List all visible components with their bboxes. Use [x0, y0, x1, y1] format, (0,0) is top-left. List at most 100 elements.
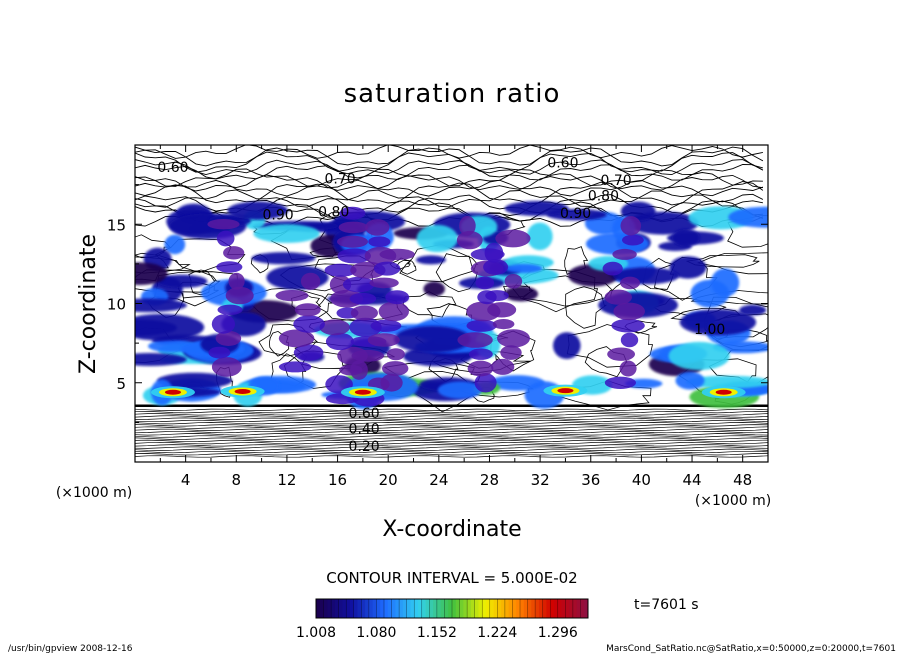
- saturation-blob: [505, 264, 543, 273]
- colorbar-cell: [399, 599, 404, 618]
- contour-line-lower: [135, 413, 768, 416]
- colorbar-cell: [402, 599, 408, 618]
- saturation-blob: [394, 326, 471, 353]
- contour-labels: 0.60 0.600.70 0.700.90 0.800.800.901.000.20…: [157, 155, 725, 455]
- saturation-column-cell: [386, 348, 405, 361]
- contour-label: 1.00: [694, 322, 725, 338]
- x-tick-label: 24: [429, 471, 448, 489]
- colorbar-cell: [414, 599, 419, 618]
- contour-line-mid: [565, 286, 608, 329]
- colorbar-tick-label: 1.296: [538, 625, 578, 641]
- contour-label: 0.20: [349, 439, 380, 455]
- saturation-blob: [728, 206, 768, 228]
- saturation-column-cell: [611, 318, 645, 333]
- colorbar-cell: [365, 599, 370, 618]
- saturation-blob: [423, 281, 446, 297]
- saturation-blob: [553, 332, 581, 359]
- colorbar-cell: [448, 599, 453, 618]
- contour-line-upper: [135, 189, 763, 208]
- contour-line-lower: [135, 428, 768, 431]
- colorbar-cell: [538, 599, 544, 618]
- footer-right: MarsCond_SatRatio.nc@SatRatio,x=0:50000,…: [606, 644, 896, 654]
- x-tick-label: 20: [379, 471, 398, 489]
- saturation-column-cell: [382, 361, 409, 376]
- colorbar-cell: [319, 599, 324, 618]
- saturation-column-cell: [602, 261, 623, 276]
- colorbar-cell: [557, 599, 562, 618]
- colorbar-cell: [546, 599, 551, 618]
- saturation-column-cell: [504, 274, 523, 289]
- saturation-blob: [157, 372, 233, 389]
- colorbar-tick-label: 1.008: [296, 625, 336, 641]
- colorbar-cell: [501, 599, 506, 618]
- saturation-column-cell: [620, 276, 640, 290]
- plot-area: 0.60 0.600.70 0.700.90 0.800.800.901.000.20…: [107, 144, 769, 489]
- contour-line-lower: [135, 448, 768, 451]
- contour-label: 0.80: [318, 205, 349, 221]
- contour-line-mid: [399, 243, 479, 283]
- hotspot-core: [234, 388, 251, 394]
- saturation-blob: [710, 268, 740, 297]
- saturation-column-cell: [368, 236, 391, 247]
- saturation-column-cell: [497, 329, 530, 348]
- saturation-blob: [504, 286, 539, 302]
- saturation-blob: [437, 381, 483, 399]
- saturation-blob: [135, 262, 168, 285]
- saturation-blob: [135, 353, 187, 366]
- saturation-blob: [672, 229, 700, 247]
- colorbar-cell: [406, 599, 411, 618]
- saturation-column-cell: [456, 230, 483, 250]
- colorbar-cell: [421, 599, 426, 618]
- colorbar-cell: [334, 599, 340, 618]
- colorbar-tick-label: 1.224: [477, 625, 517, 641]
- saturation-column-cell: [350, 305, 378, 321]
- saturation-blob: [251, 252, 316, 265]
- contour-label: 0.60: [547, 155, 578, 171]
- contour-line-lower: [135, 422, 768, 425]
- saturation-column-cell: [275, 290, 309, 302]
- contour-line-lower: [135, 444, 768, 447]
- colorbar-cell: [425, 599, 430, 618]
- colorbar-cell: [493, 599, 498, 618]
- saturation-blob: [504, 201, 569, 216]
- contour-line-upper: [135, 145, 763, 159]
- contour-label: 0.60: [349, 406, 380, 422]
- saturation-column-cell: [349, 292, 377, 305]
- y-tick-label: 10: [107, 296, 126, 314]
- colorbar-cell: [467, 599, 472, 618]
- colorbar-cell: [542, 599, 547, 618]
- saturation-blob: [669, 256, 707, 279]
- saturation-column-cell: [385, 290, 410, 305]
- saturation-column-cell: [367, 333, 400, 347]
- saturation-blob: [416, 224, 458, 253]
- contour-line-lower: [135, 430, 768, 434]
- colorbar-cell: [436, 599, 442, 618]
- saturation-column-cell: [607, 347, 635, 361]
- colorbar-cell: [580, 599, 585, 618]
- contour-label: 0.90: [262, 208, 293, 224]
- saturation-blob: [739, 304, 767, 316]
- saturation-blob: [253, 224, 320, 243]
- colorbar-cell: [512, 599, 517, 618]
- contour-line-lower: [135, 450, 768, 454]
- colorbar-cell: [531, 599, 536, 618]
- saturation-column-cell: [324, 263, 357, 277]
- saturation-column-cell: [215, 330, 242, 346]
- colorbar-cell: [520, 599, 525, 618]
- contour-line-upper: [135, 168, 763, 187]
- contour-line-upper: [135, 159, 764, 176]
- contour-label: 0.90: [560, 206, 591, 222]
- saturation-column-cell: [612, 248, 637, 260]
- saturation-column-cell: [622, 234, 644, 246]
- saturation-column-cell: [211, 314, 235, 334]
- contour-line-lower: [135, 417, 768, 420]
- colorbar-cell: [395, 599, 400, 618]
- contour-interval-label: CONTOUR INTERVAL = 5.000E-02: [326, 569, 577, 587]
- x-tick-label: 44: [682, 471, 701, 489]
- saturation-blob: [679, 309, 757, 336]
- saturation-column-cell: [217, 304, 243, 315]
- saturation-column-cell: [378, 301, 409, 322]
- colorbar-cell: [527, 599, 532, 618]
- contour-line-lower: [135, 453, 768, 456]
- contour-label: 0.70: [600, 173, 631, 189]
